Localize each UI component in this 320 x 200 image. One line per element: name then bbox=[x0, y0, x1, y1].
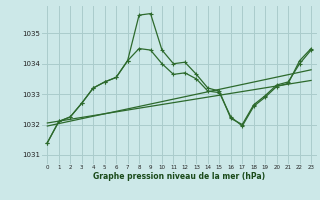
X-axis label: Graphe pression niveau de la mer (hPa): Graphe pression niveau de la mer (hPa) bbox=[93, 172, 265, 181]
